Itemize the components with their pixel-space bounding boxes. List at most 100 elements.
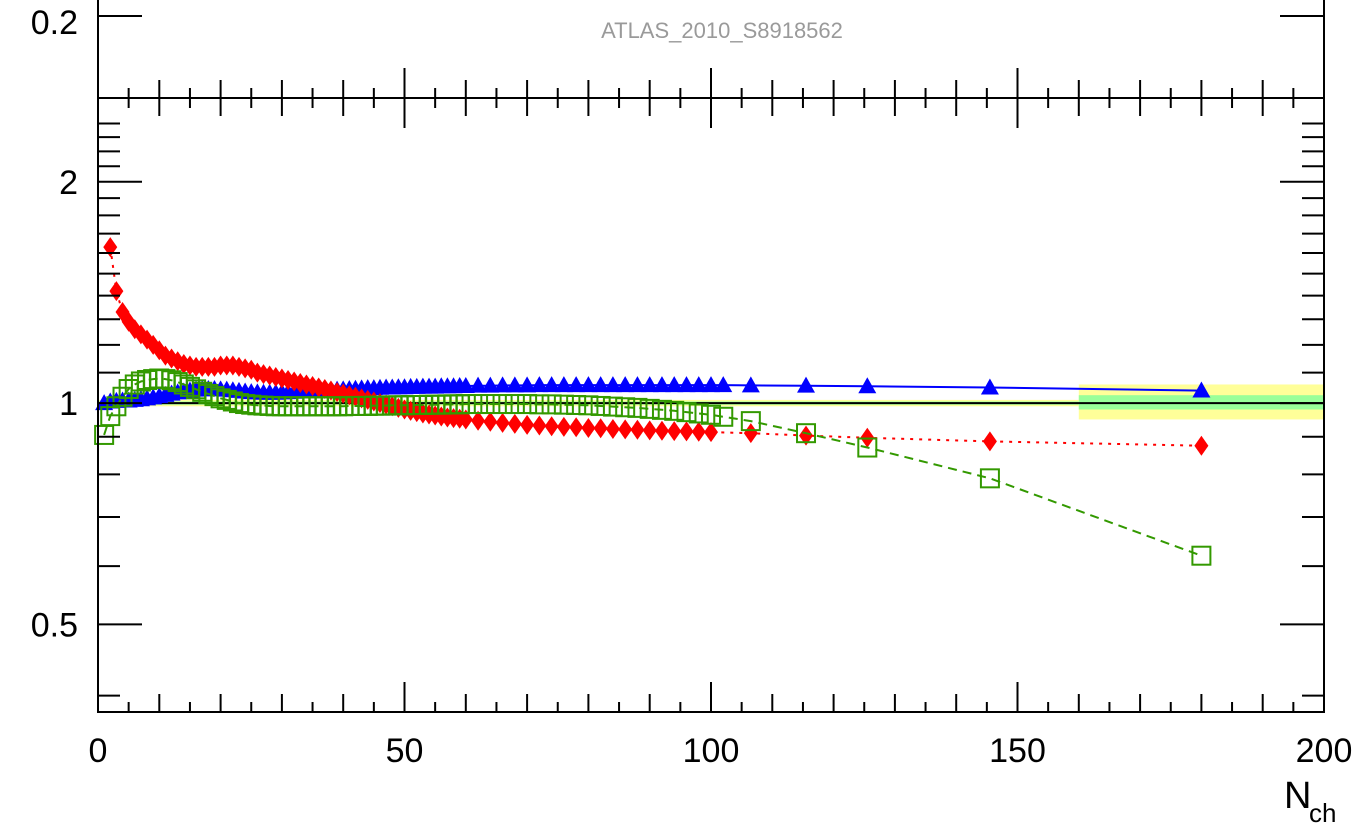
data-point <box>469 376 488 393</box>
data-point <box>542 376 561 393</box>
data-point <box>627 397 648 418</box>
data-point <box>676 402 697 423</box>
chart-title: ATLAS_2010_S8918562 <box>601 18 843 43</box>
data-point <box>628 376 647 393</box>
data-point <box>483 411 498 432</box>
data-point <box>1194 435 1209 456</box>
data-point <box>691 421 706 442</box>
data-point <box>603 376 622 393</box>
data-point <box>688 403 709 424</box>
data-point <box>664 400 685 421</box>
data-point <box>529 394 550 415</box>
x-axis-title: N ch <box>1284 775 1336 826</box>
y-tick-label: 1 <box>59 385 78 423</box>
data-point <box>554 376 573 393</box>
data-point <box>677 376 696 393</box>
data-point <box>679 421 694 442</box>
x-tick-label: 100 <box>683 732 740 770</box>
data-point <box>857 437 878 458</box>
x-axis-title-main: N <box>1284 775 1311 817</box>
data-point <box>518 376 537 393</box>
data-point <box>456 376 475 393</box>
data-point <box>704 422 718 443</box>
data-point <box>797 376 816 393</box>
series-line <box>103 377 1202 557</box>
data-point <box>605 419 620 440</box>
data-point <box>741 376 760 393</box>
data-point <box>493 376 512 393</box>
data-point <box>689 376 708 393</box>
data-point <box>701 404 721 425</box>
upper-panel: 0.2 <box>31 0 1325 99</box>
data-point <box>579 376 598 393</box>
data-point <box>858 377 877 394</box>
series-layer <box>94 237 1212 566</box>
data-point <box>471 410 486 431</box>
data-point <box>591 376 610 393</box>
y-ticks: 0.5 1 2 <box>31 122 1324 697</box>
data-point <box>979 468 1000 489</box>
data-point <box>505 376 524 393</box>
data-point <box>566 394 587 415</box>
data-point <box>115 302 130 323</box>
data-point <box>652 376 671 393</box>
data-point <box>651 399 672 420</box>
upper-y-tick-label: 0.2 <box>31 4 78 42</box>
data-point <box>495 412 510 433</box>
data-point <box>602 396 623 417</box>
data-point <box>553 394 574 415</box>
data-point <box>112 386 133 407</box>
y-tick-label: 2 <box>59 164 78 202</box>
data-point <box>544 416 559 437</box>
data-point <box>640 376 659 393</box>
data-point <box>578 395 599 416</box>
data-point <box>541 394 562 415</box>
data-point <box>1192 381 1211 398</box>
data-point <box>517 394 538 415</box>
x-tick-label: 0 <box>89 732 108 770</box>
data-point <box>507 413 522 434</box>
x-tick-label: 150 <box>989 732 1046 770</box>
series-filled-diamond <box>103 237 1209 456</box>
data-point <box>480 394 501 415</box>
data-point <box>504 394 525 415</box>
data-point <box>618 419 633 440</box>
data-point <box>615 397 636 418</box>
data-point <box>458 409 473 430</box>
data-point <box>980 378 999 395</box>
data-point <box>1191 545 1212 566</box>
upper-x-ticks <box>97 68 1325 98</box>
data-point <box>642 420 657 441</box>
data-point <box>556 416 571 437</box>
data-point <box>593 418 608 439</box>
main-panel: 0 50 100 150 200 0.5 1 2 <box>31 97 1353 770</box>
data-point <box>103 237 118 258</box>
series-filled-triangle <box>95 376 1211 411</box>
data-point <box>743 423 758 444</box>
y-tick-label: 0.5 <box>31 606 78 644</box>
data-point <box>654 420 669 441</box>
data-point <box>616 376 635 393</box>
x-tick-label: 200 <box>1296 732 1353 770</box>
data-point <box>520 414 535 435</box>
data-point <box>567 376 586 393</box>
data-point <box>740 411 761 432</box>
data-point <box>630 419 645 440</box>
x-tick-label: 50 <box>386 732 424 770</box>
data-point <box>455 394 476 415</box>
x-axis-title-subscript: ch <box>1309 798 1336 826</box>
data-point <box>109 281 124 302</box>
data-point <box>667 421 682 442</box>
x-ticks: 0 50 100 150 200 <box>89 98 1353 770</box>
data-point <box>714 376 733 393</box>
data-point <box>639 398 660 419</box>
data-point <box>796 423 817 444</box>
series-open-square <box>94 368 1212 566</box>
data-point <box>492 394 513 415</box>
data-point <box>982 431 997 452</box>
data-point <box>590 395 611 416</box>
data-point <box>481 376 500 393</box>
data-point <box>468 394 489 415</box>
data-point <box>569 417 584 438</box>
